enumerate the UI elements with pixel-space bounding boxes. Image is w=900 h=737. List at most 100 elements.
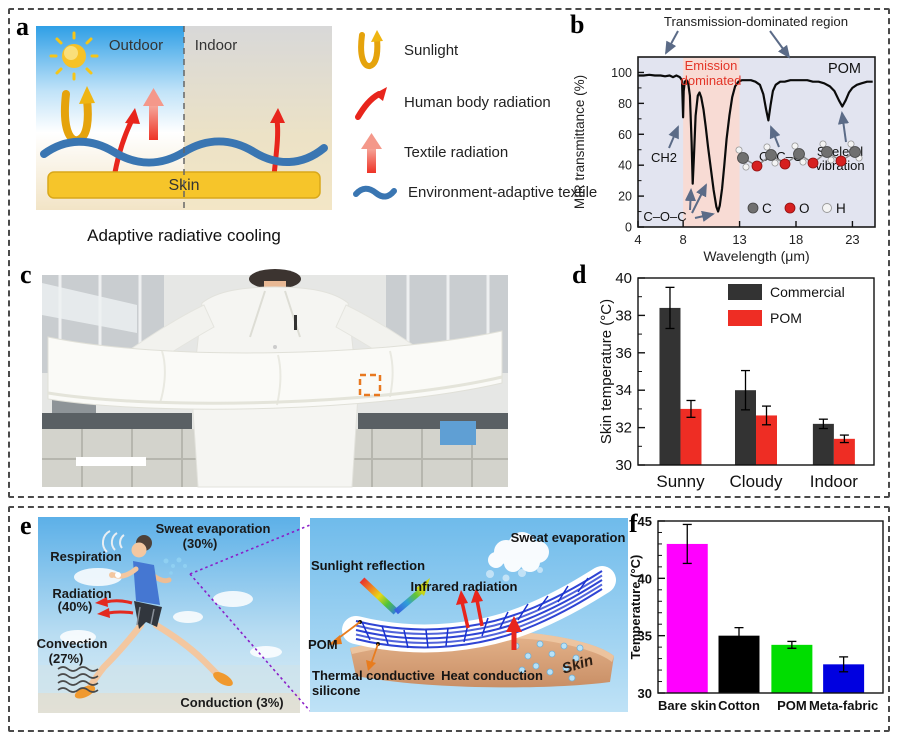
chart-text: 60 (618, 128, 632, 142)
panel-e-label: e (20, 511, 32, 540)
panel-d-label: d (572, 260, 587, 289)
runner-scene: Respiration Sweat evaporation (30%) Radi… (37, 517, 300, 713)
chart-text: 30 (615, 457, 632, 474)
bar-Cloudy (756, 415, 777, 465)
radiation-pct: (40%) (58, 599, 93, 614)
category-label: POM (777, 698, 807, 713)
skeletal-arrow (837, 111, 850, 143)
hydrogen-atom-icon (822, 203, 832, 213)
ch2-annotation: CH2 (651, 150, 677, 165)
panel-a-label: a (16, 12, 29, 41)
sweat-evaporation-pct: (30%) (183, 536, 218, 551)
pom-curve-label: POM (828, 61, 861, 77)
silicone-label-2: silicone (312, 683, 360, 698)
heat-conduction-arrow (506, 616, 522, 650)
y-axis-label: Skin temperature (°C) (598, 299, 615, 444)
sample-region-marker (358, 373, 382, 397)
pom-spectrum-curve (638, 73, 873, 213)
annotation-arrow-left (665, 30, 679, 55)
environment-adaptive-textile-icon (353, 185, 397, 200)
panel-b-label: b (570, 10, 585, 39)
chart-rect (637, 56, 876, 228)
running-shoe (213, 672, 233, 686)
body-radiation-arrow-indoor (270, 108, 285, 179)
y-axis-label: MIR transmittance (%) (572, 75, 587, 209)
bar-plot-area: Bare skin Cotton POM Meta-fabric 30 35 40 45 Tem… (628, 514, 884, 713)
pom-pointer-arrows (328, 620, 380, 671)
carbon-atom-icon (747, 202, 759, 214)
legend-swatch-Commercial (728, 284, 762, 300)
sweat-evaporation-label: Sweat evaporation (156, 521, 271, 536)
chart-text: 35 (638, 629, 652, 644)
heat-conduction-label: Heat conduction (441, 668, 543, 683)
chart-text: 38 (615, 307, 632, 324)
panel-c-label: c (20, 260, 32, 289)
bar-Sunny (680, 408, 702, 465)
chart-text: 40 (618, 159, 632, 173)
oco-arrow (769, 125, 781, 148)
chart-text: 4 (634, 232, 641, 247)
outdoor-label: Outdoor (109, 37, 163, 54)
legend-label: Commercial (770, 284, 845, 300)
oxygen-atom-icon (784, 202, 796, 214)
chart-rect (657, 520, 884, 694)
radiation-label: Radiation (52, 586, 111, 601)
annotation-arrow-right (769, 30, 791, 59)
chart-text: 32 (615, 420, 632, 437)
legend-item-sunlight: Sunlight (352, 28, 458, 74)
indoor-label: Indoor (195, 37, 238, 54)
silicone-label: Thermal conductive (312, 668, 435, 683)
panel-f-label: f (629, 509, 638, 538)
legend-label: Sunlight (404, 42, 459, 59)
runner-figure (74, 535, 233, 699)
legend-item-textile-radiation: Textile radiation (352, 130, 508, 176)
textile-comparison-chart: Bare skin Cotton POM Meta-fabric 30 35 40 45 Tem… (628, 514, 884, 713)
chart-text: 8 (680, 232, 687, 247)
textile-roll-photo (42, 269, 508, 488)
category-label: Meta-fabric (809, 698, 878, 713)
coc-annotation: C–O–C (643, 209, 686, 224)
chart-text: 40 (638, 571, 652, 586)
chart-text: 20 (618, 190, 632, 204)
sunlight-reflection-label: Sunlight reflection (311, 558, 425, 573)
bar-Indoor (833, 438, 855, 465)
convection-pct: (27%) (49, 651, 84, 666)
radiation-arrows (95, 597, 134, 618)
coc-arrow-1 (684, 188, 697, 211)
category-label: Bare skin (658, 698, 717, 713)
evaporation-cloud (486, 532, 549, 582)
coc-arrow-3 (694, 210, 715, 222)
category-label: Cloudy (730, 472, 783, 491)
oxygen-label: O (799, 201, 810, 216)
clouds (60, 568, 282, 658)
scale-bar (76, 457, 146, 466)
sweat-droplets (163, 557, 187, 575)
legend-item-body-radiation: Human body radiation (352, 80, 551, 126)
panel-a-caption: Adaptive radiative cooling (87, 226, 281, 245)
pom-textile-strip (47, 330, 503, 410)
sunlight-reflection-beam (359, 577, 430, 615)
chart-text: 0 (625, 221, 632, 235)
convection-label: Convection (37, 636, 108, 651)
pom-molecule-model (735, 140, 863, 172)
category-label: Indoor (810, 472, 859, 491)
respiration-label: Respiration (50, 549, 122, 564)
bar-POM (771, 644, 813, 693)
bar-Cloudy (735, 390, 756, 465)
bar-Indoor (812, 423, 834, 465)
chart-text: 45 (638, 514, 652, 529)
chart-text: 36 (615, 345, 632, 362)
bar-Bare skin (666, 543, 708, 693)
infrared-radiation-arrows (456, 588, 484, 629)
legend-label: POM (770, 310, 802, 326)
textile-radiation-arrow (143, 88, 164, 140)
spectrum-plot-area: 0 20 40 60 80 100 4 8 13 18 23 Wavelength (μm) MIR t… (572, 56, 876, 264)
legend-item-adaptive-textile: Environment-adaptive textile (352, 170, 597, 216)
chart-text: 30 (638, 686, 652, 701)
legend-label: Human body radiation (404, 94, 551, 111)
chart-rect (638, 57, 875, 227)
coc-arrow-2 (691, 183, 707, 214)
sweat-evaporation-label: Sweat evaporation (511, 530, 626, 545)
ch2-arrow (668, 125, 679, 149)
